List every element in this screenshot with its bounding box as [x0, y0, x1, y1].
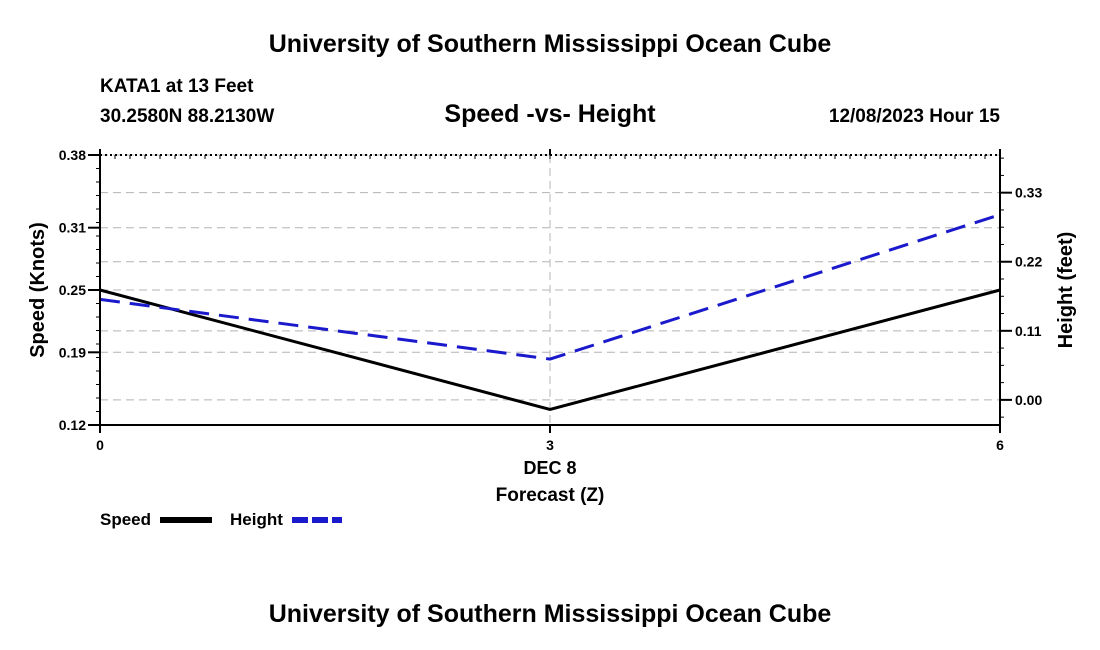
coordinates-label: 30.2580N 88.2130W — [100, 106, 275, 127]
y-right-tick-label: 0.11 — [1015, 323, 1042, 339]
station-label: KATA1 at 13 Feet — [100, 76, 254, 97]
y-left-tick-label: 0.12 — [59, 417, 86, 433]
grid-layer — [100, 154, 1000, 426]
chart-subtitle: Speed -vs- Height — [444, 100, 656, 128]
series-line-height — [99, 213, 1001, 361]
y-left-tick-label: 0.19 — [59, 344, 86, 360]
y-right-tick-label: 0.33 — [1015, 185, 1042, 201]
legend-height-label: Height — [230, 510, 283, 529]
series-line-speed — [99, 288, 1001, 411]
x-tick-label: 0 — [96, 437, 104, 453]
y-left-tick-label: 0.25 — [59, 282, 86, 298]
series-layer — [99, 213, 1001, 411]
y-right-tick-label: 0.00 — [1015, 392, 1042, 408]
top-title: University of Southern Mississippi Ocean… — [268, 30, 832, 58]
y-right-axis-title: Height (feet) — [1055, 232, 1077, 349]
y-left-axis-title: Speed (Knots) — [27, 222, 49, 358]
x-tick-label: 3 — [546, 437, 554, 453]
y-left-tick-label: 0.38 — [59, 147, 86, 163]
bottom-title: University of Southern Mississippi Ocean… — [268, 600, 832, 628]
x-tick-label: 6 — [996, 437, 1004, 453]
legend-speed-label: Speed — [100, 510, 151, 529]
label-layer: 0.38 0.31 0.25 0.19 0.12 0.33 0.22 0.11 0.00 0 3 6 D… — [27, 147, 1077, 529]
y-left-tick-label: 0.31 — [59, 220, 86, 236]
datetime-label: 12/08/2023 Hour 15 — [828, 106, 1000, 127]
x-sublabel: DEC 8 — [523, 458, 576, 478]
x-axis-title: Forecast (Z) — [496, 485, 605, 506]
axis-layer — [88, 149, 1012, 433]
y-right-tick-label: 0.22 — [1015, 254, 1042, 270]
